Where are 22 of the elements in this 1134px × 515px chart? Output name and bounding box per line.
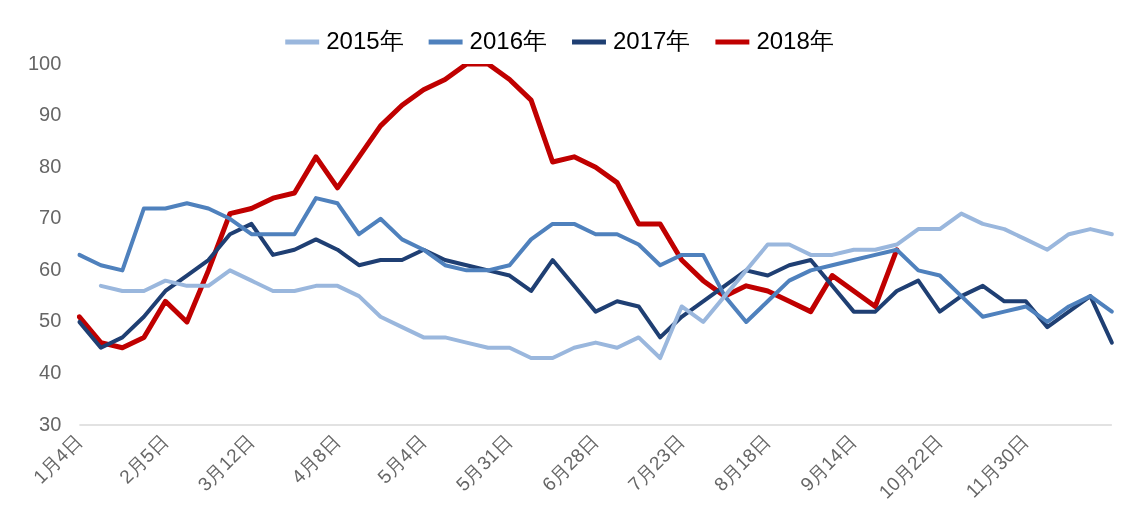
legend-label: 2016年: [469, 26, 547, 54]
y-tick-label: 70: [39, 206, 62, 229]
x-tick-label: 4月8日: [287, 430, 345, 488]
y-tick-label: 80: [39, 154, 62, 177]
legend-label: 2017年: [613, 26, 691, 54]
y-tick-label: 50: [39, 309, 62, 332]
x-tick-label: 2月5日: [115, 430, 172, 488]
y-tick-label: 60: [39, 257, 62, 280]
x-tick-label: 3月12日: [193, 430, 258, 495]
x-tick-label: 11月30日: [961, 430, 1033, 502]
legend-label: 2018年: [756, 26, 834, 54]
x-tick-label: 5月4日: [373, 430, 431, 488]
x-tick-label: 8月18日: [710, 430, 775, 495]
x-tick-label: 10月22日: [874, 430, 947, 503]
legend-label: 2015年: [326, 26, 404, 54]
y-tick-label: 100: [27, 51, 62, 74]
x-tick-label: 6月28日: [538, 430, 603, 495]
y-tick-label: 90: [39, 103, 62, 126]
x-tick-label: 9月14日: [796, 430, 861, 495]
y-tick-label: 40: [39, 361, 62, 384]
x-tick-label: 5月31日: [451, 430, 517, 495]
x-tick-label: 7月23日: [624, 430, 689, 495]
